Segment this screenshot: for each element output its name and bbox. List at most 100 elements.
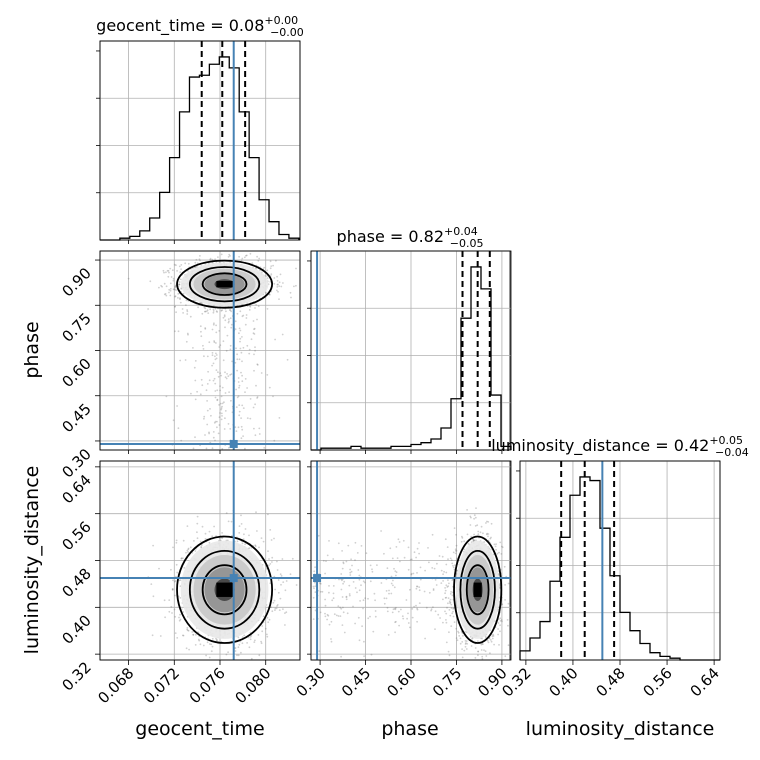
- sample-point: [246, 417, 249, 419]
- sample-point: [244, 391, 246, 393]
- sample-point: [201, 384, 204, 387]
- sample-point: [313, 587, 315, 590]
- sample-point: [459, 642, 462, 645]
- sample-point: [165, 294, 168, 297]
- sample-point: [213, 322, 215, 325]
- sample-point: [432, 589, 435, 591]
- sample-point: [212, 362, 215, 365]
- sample-point: [260, 537, 263, 539]
- y-tick-label: 0.45: [58, 400, 94, 436]
- sample-point: [227, 651, 230, 654]
- sample-point: [395, 620, 397, 623]
- sample-point: [194, 644, 197, 646]
- sample-point: [185, 340, 188, 343]
- sample-point: [149, 280, 152, 283]
- sample-point: [472, 539, 475, 542]
- sample-point: [230, 520, 233, 523]
- sample-point: [449, 614, 452, 617]
- sample-point: [178, 283, 181, 286]
- sample-point: [262, 615, 265, 618]
- sample-point: [258, 427, 261, 430]
- sample-point: [254, 434, 257, 437]
- sample-point: [293, 285, 295, 288]
- sample-point: [445, 563, 448, 566]
- sample-point: [345, 595, 348, 598]
- sample-point: [224, 371, 226, 374]
- sample-point: [220, 309, 223, 312]
- sample-point: [395, 574, 397, 577]
- title-phase: phase = 0.82+0.04 −0.05: [337, 225, 484, 250]
- sample-point: [234, 650, 237, 652]
- sample-point: [269, 529, 272, 531]
- sample-point: [374, 615, 377, 618]
- sample-point: [501, 546, 504, 549]
- sample-point: [389, 547, 392, 550]
- sample-point: [424, 637, 426, 640]
- sample-point: [261, 630, 264, 633]
- sample-point: [173, 288, 176, 291]
- sample-point: [450, 625, 453, 627]
- x-tick-label: 0.45: [338, 664, 374, 700]
- sample-point: [182, 611, 185, 613]
- sample-point: [282, 282, 284, 284]
- sample-point: [330, 640, 333, 643]
- sample-point: [209, 408, 211, 410]
- sample-point: [174, 330, 176, 333]
- sample-point: [486, 532, 489, 535]
- sample-point: [238, 358, 241, 361]
- sample-point: [477, 533, 480, 536]
- sample-point: [174, 594, 176, 597]
- sample-point: [272, 601, 275, 604]
- sample-point: [371, 570, 374, 573]
- sample-point: [211, 328, 214, 331]
- sample-point: [244, 447, 246, 450]
- sample-point: [209, 308, 212, 311]
- contour-line: [465, 564, 490, 616]
- sample-point: [248, 352, 251, 355]
- sample-point: [495, 548, 497, 551]
- sample-point: [358, 639, 361, 642]
- sample-point: [358, 578, 361, 581]
- sample-point: [460, 540, 463, 543]
- sample-point: [237, 377, 240, 379]
- sample-point: [184, 262, 187, 265]
- sample-point: [196, 390, 199, 393]
- sample-point: [328, 623, 331, 626]
- sample-point: [169, 282, 172, 285]
- sample-point: [280, 583, 282, 586]
- sample-point: [507, 624, 509, 627]
- sample-point: [358, 589, 361, 592]
- sample-point: [289, 573, 292, 576]
- sample-point: [211, 354, 214, 357]
- sample-point: [393, 567, 395, 570]
- sample-point: [454, 550, 457, 552]
- sample-point: [178, 579, 181, 582]
- sample-point: [485, 636, 487, 639]
- sample-point: [211, 645, 214, 648]
- sample-point: [174, 295, 177, 298]
- sample-point: [497, 628, 499, 630]
- sample-point: [448, 654, 451, 657]
- sample-point: [178, 616, 180, 619]
- sample-point: [349, 571, 352, 574]
- sample-point: [196, 522, 199, 525]
- sample-point: [273, 537, 275, 540]
- sample-point: [467, 542, 470, 545]
- sample-point: [177, 330, 180, 333]
- sample-point: [197, 306, 200, 309]
- sample-point: [180, 557, 183, 560]
- sample-point: [151, 634, 154, 637]
- sample-point: [254, 349, 256, 352]
- sample-point: [363, 581, 366, 584]
- sample-point: [490, 536, 492, 539]
- sample-point: [337, 615, 340, 617]
- sample-point: [504, 599, 506, 601]
- sample-point: [434, 610, 437, 613]
- sample-point: [205, 389, 208, 392]
- sample-point: [358, 574, 361, 577]
- sample-point: [277, 290, 279, 293]
- sample-point: [168, 610, 171, 613]
- sample-point: [392, 584, 394, 587]
- y-tick-label: 0.48: [58, 565, 94, 601]
- sample-point: [206, 423, 209, 426]
